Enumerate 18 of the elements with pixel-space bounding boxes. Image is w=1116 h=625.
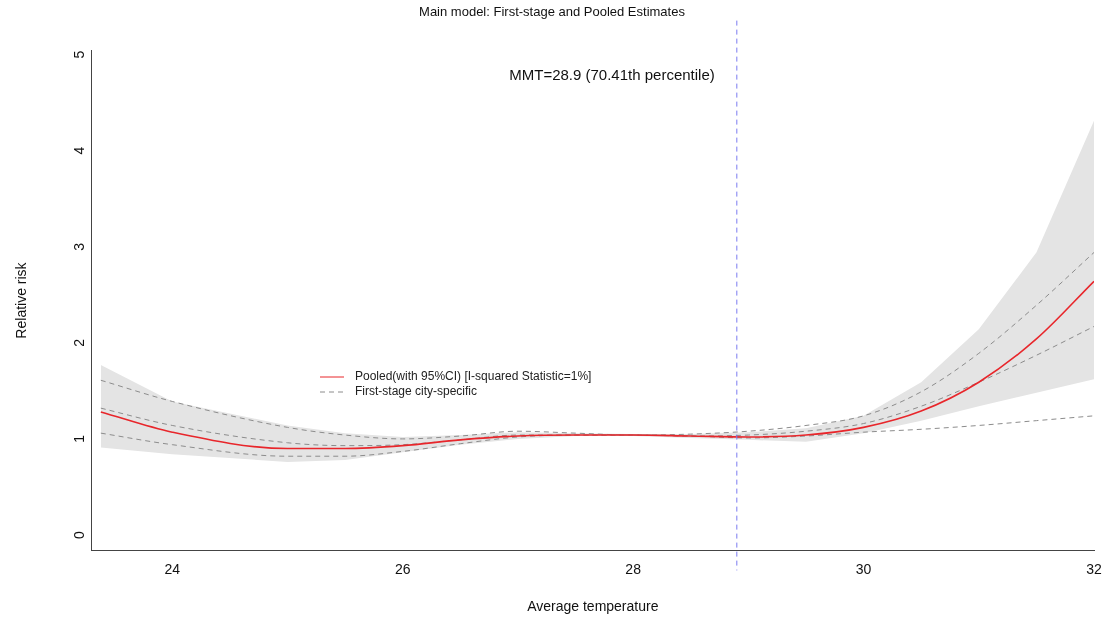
y-tick-label: 2 — [71, 338, 88, 347]
annotation: MMT=28.9 (70.41th percentile) — [509, 66, 715, 83]
line-series — [100, 280, 1094, 450]
legend-label: First-stage city-specific — [355, 384, 478, 399]
y-tick-label: 3 — [71, 242, 88, 251]
x-tick-label: 26 — [394, 560, 411, 577]
legend-label: Pooled(with 95%CI) [I-squared Statistic=1%] — [355, 369, 592, 384]
chart-title: Main model: First-stage and Pooled Estimates — [419, 4, 686, 20]
y-tick-label: 0 — [71, 530, 88, 539]
x-tick-label: 24 — [164, 560, 181, 577]
x-tick-label: 28 — [625, 560, 642, 577]
y-tick-label: 1 — [71, 434, 88, 443]
y-axis-title: Relative risk — [13, 261, 30, 339]
y-tick-label: 5 — [71, 50, 88, 59]
x-tick-label: 32 — [1086, 560, 1102, 577]
x-tick-label: 30 — [855, 560, 872, 577]
y-tick-label: 4 — [71, 146, 88, 155]
x-axis-title: Average temperature — [527, 598, 659, 615]
